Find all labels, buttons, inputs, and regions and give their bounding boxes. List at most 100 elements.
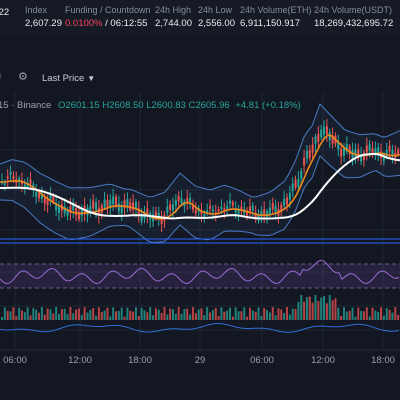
bollinger-fill bbox=[0, 104, 400, 243]
volume-bar bbox=[3, 307, 6, 320]
volume-bar bbox=[152, 315, 155, 320]
volume-bar bbox=[132, 311, 135, 320]
candle-body bbox=[69, 206, 72, 214]
candle-body bbox=[397, 149, 400, 155]
volume-bar bbox=[120, 307, 123, 320]
volume-bar bbox=[115, 311, 117, 320]
candle-body bbox=[331, 135, 334, 144]
volume-bar bbox=[311, 302, 314, 320]
volume-bar bbox=[397, 314, 400, 320]
volume-bar bbox=[32, 308, 35, 320]
volume-bar bbox=[69, 307, 72, 320]
stat-funding: Funding / Countdown 0.0100% / 06:12:55 bbox=[65, 5, 151, 32]
candle-body bbox=[29, 179, 32, 184]
volume-bar bbox=[149, 307, 152, 320]
candle-body bbox=[26, 182, 29, 188]
candle-body bbox=[217, 209, 220, 212]
candle-body bbox=[360, 154, 363, 162]
stat-value: 2,556.00 bbox=[198, 18, 235, 29]
volume-bar bbox=[303, 301, 306, 320]
candle-body bbox=[95, 202, 98, 211]
volume-bar bbox=[345, 311, 348, 320]
volume-bar bbox=[380, 307, 383, 320]
candle-body bbox=[49, 194, 52, 201]
candle-body bbox=[385, 150, 388, 156]
stat-24h-high: 24h High 2,744.00 bbox=[155, 5, 192, 32]
volume-bar bbox=[160, 312, 163, 320]
candle-body bbox=[6, 176, 9, 179]
volume-bar bbox=[211, 310, 214, 320]
candle-body bbox=[12, 175, 15, 179]
volume-bar bbox=[394, 307, 397, 320]
volume-bar bbox=[266, 310, 269, 320]
volume-bar bbox=[40, 307, 43, 320]
volume-bar bbox=[317, 300, 320, 320]
stat-value: 2,744.00 bbox=[155, 18, 192, 29]
volume-bar bbox=[126, 307, 129, 320]
volume-bar bbox=[325, 303, 328, 320]
volume-bar bbox=[357, 307, 360, 320]
volume-bar bbox=[348, 310, 351, 320]
volume-bar bbox=[360, 311, 363, 320]
candle-body bbox=[132, 202, 135, 210]
candle-body bbox=[271, 202, 274, 210]
candle-body bbox=[75, 208, 78, 216]
candle-body bbox=[368, 144, 371, 151]
candle-body bbox=[134, 201, 137, 210]
volume-bar bbox=[63, 308, 66, 320]
candle-body bbox=[126, 199, 129, 207]
settings-icon[interactable]: ⚙ bbox=[18, 71, 28, 83]
volume-bar bbox=[134, 307, 137, 320]
candle-body bbox=[357, 149, 360, 157]
volume-bar bbox=[174, 313, 177, 320]
candle-body bbox=[254, 212, 257, 218]
chart-legend: 15 · Binance O2601.15 H2608.50 L2600.83 … bbox=[0, 100, 301, 111]
candle-body bbox=[40, 193, 43, 199]
volume-bar bbox=[154, 308, 157, 320]
volume-bar bbox=[29, 315, 32, 320]
candle-body bbox=[374, 148, 377, 155]
volume-bar bbox=[277, 308, 280, 320]
volume-bar bbox=[237, 311, 240, 320]
volume-bar bbox=[314, 295, 317, 320]
volume-bar bbox=[55, 307, 58, 320]
symbol-label: 15 · Binance bbox=[0, 100, 52, 111]
candle-body bbox=[63, 206, 66, 214]
volume-bar bbox=[200, 308, 203, 320]
candle-body bbox=[80, 208, 83, 216]
candle-body bbox=[66, 209, 69, 217]
volume-bar bbox=[203, 315, 206, 320]
volume-bar bbox=[271, 307, 274, 320]
volume-bar bbox=[100, 311, 103, 320]
volume-bar bbox=[385, 308, 388, 320]
volume-bar bbox=[191, 307, 194, 320]
volume-bar bbox=[129, 310, 132, 320]
candle-body bbox=[391, 150, 394, 156]
candle-body bbox=[97, 207, 100, 216]
x-tick-label: 06:00 bbox=[250, 355, 274, 366]
volume-bar bbox=[343, 307, 345, 320]
stat-label: 24h Low bbox=[198, 5, 233, 15]
candle-body bbox=[146, 208, 149, 216]
volume-bar bbox=[214, 307, 217, 320]
volume-bar bbox=[9, 311, 12, 320]
price-type-dropdown[interactable]: Last Price ▼ bbox=[42, 73, 95, 84]
candle-body bbox=[129, 202, 132, 211]
candle-body bbox=[300, 171, 303, 179]
candle-body bbox=[320, 129, 323, 138]
candle-body bbox=[248, 206, 251, 212]
stat-mark-price: .22 bbox=[0, 5, 9, 21]
candle-body bbox=[317, 133, 320, 142]
x-tick-label: 18:00 bbox=[128, 355, 152, 366]
candle-body bbox=[288, 192, 291, 200]
volume-bar bbox=[92, 308, 95, 320]
indicator-icon[interactable]: ◐ bbox=[0, 70, 4, 82]
candle-body bbox=[362, 152, 365, 160]
volume-bar bbox=[223, 311, 226, 320]
candle-body bbox=[92, 200, 95, 209]
volume-bar bbox=[246, 316, 249, 320]
volume-bar bbox=[20, 310, 23, 320]
candle-body bbox=[382, 154, 385, 161]
volume-bar bbox=[254, 311, 257, 320]
